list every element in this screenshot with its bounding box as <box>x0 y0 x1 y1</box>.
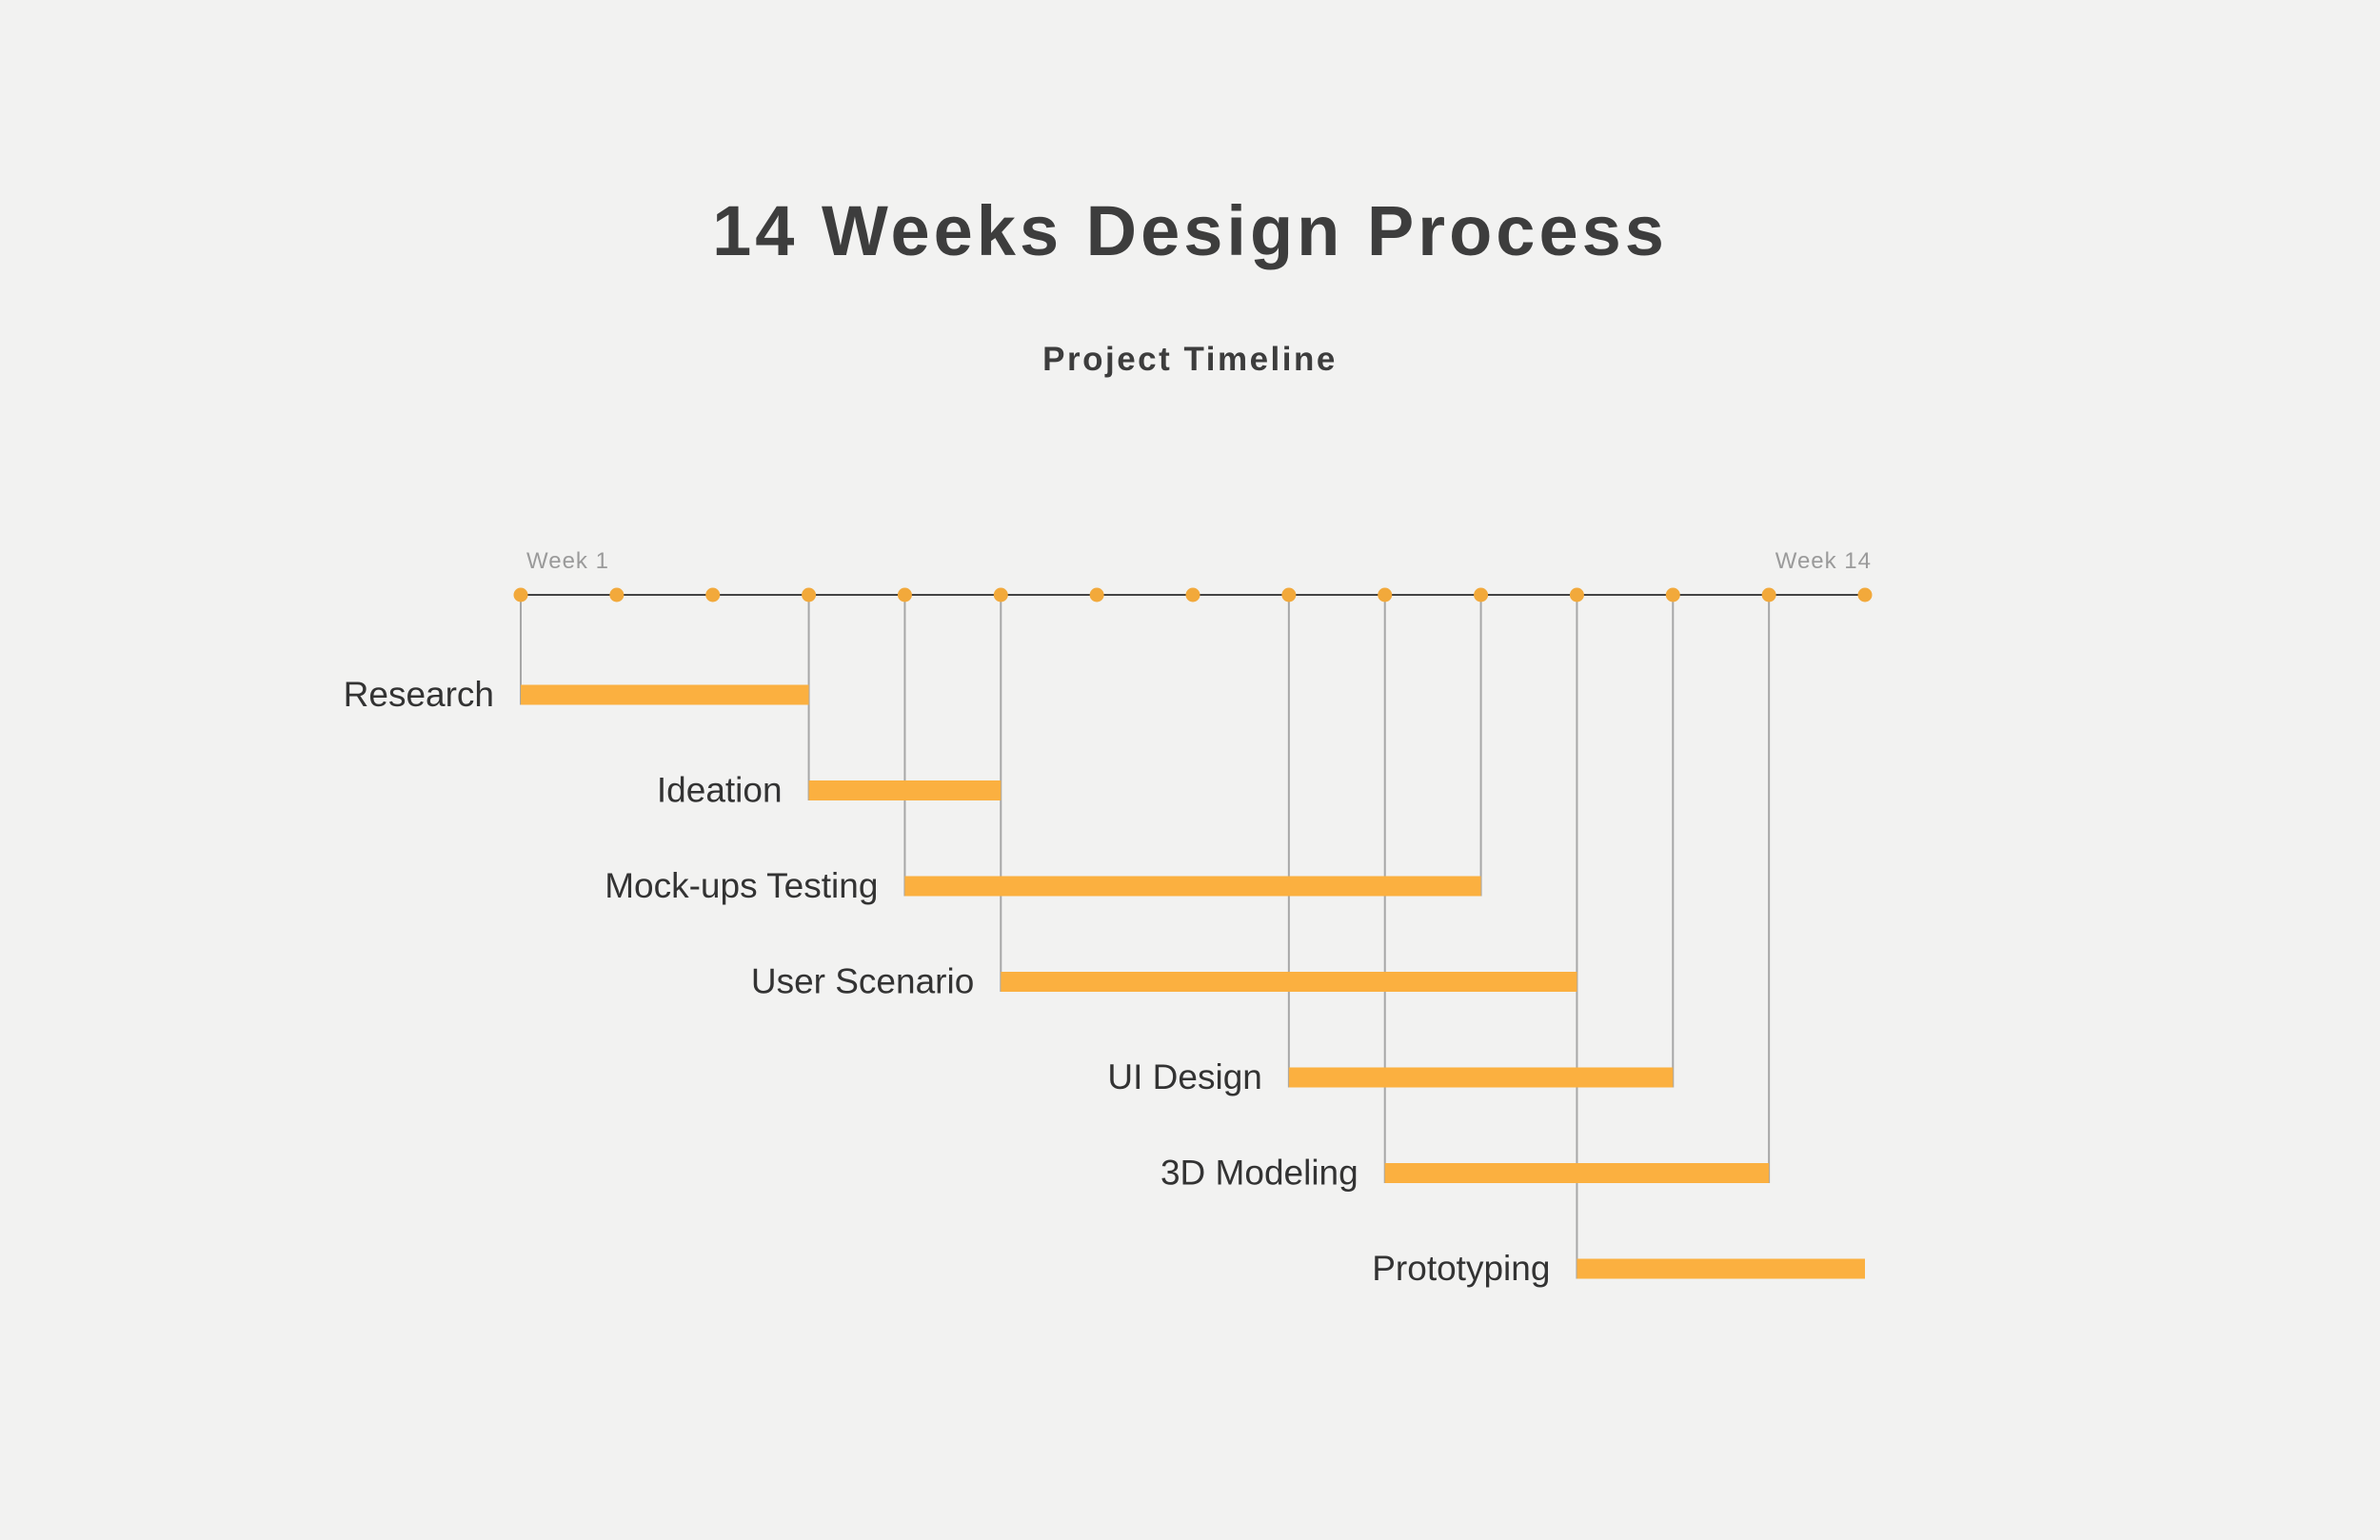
week-start-label: Week 1 <box>526 548 609 574</box>
timeline-tick-dot <box>1474 587 1489 602</box>
task-bar <box>808 780 1002 800</box>
task-label: Mock-ups Testing <box>605 866 878 905</box>
chart-title: 14 Weeks Design Process <box>712 191 1668 270</box>
task-label: Ideation <box>657 771 783 810</box>
task-bar <box>1288 1067 1674 1088</box>
timeline-tick-dot <box>705 587 721 602</box>
timeline-tick-dot <box>1761 587 1776 602</box>
week-end-label: Week 14 <box>1775 548 1872 574</box>
task-bar <box>1001 972 1577 992</box>
timeline-tick-dot <box>802 587 817 602</box>
timeline-tick-dot <box>609 587 625 602</box>
task-label: Prototyping <box>1372 1249 1550 1288</box>
timeline-tick-dot <box>1569 587 1584 602</box>
task-label: User Scenario <box>751 962 974 1001</box>
task-label: Research <box>344 675 494 714</box>
timeline-tick-dot <box>1665 587 1680 602</box>
task-labels: Research Ideation Mock-ups Testing User Sce… <box>344 675 1551 1288</box>
task-bars <box>521 684 1865 1279</box>
timeline-tick-dot <box>1281 587 1297 602</box>
timeline-tick-dot <box>1089 587 1104 602</box>
timeline-tick-dot <box>993 587 1008 602</box>
task-bar <box>521 684 809 705</box>
task-bar <box>1577 1258 1865 1279</box>
chart-subtitle: Project Timeline <box>1042 341 1338 378</box>
timeline-tick-dot <box>513 587 528 602</box>
task-bar <box>904 876 1481 897</box>
timeline-tick-dot <box>1378 587 1393 602</box>
task-label: 3D Modeling <box>1160 1154 1359 1193</box>
timeline-ticks <box>513 587 1873 602</box>
task-label: UI Design <box>1107 1057 1261 1096</box>
timeline-tick-dot <box>897 587 912 602</box>
timeline-tick-dot <box>1857 587 1873 602</box>
timeline-tick-dot <box>1185 587 1200 602</box>
task-bar <box>1384 1163 1770 1183</box>
